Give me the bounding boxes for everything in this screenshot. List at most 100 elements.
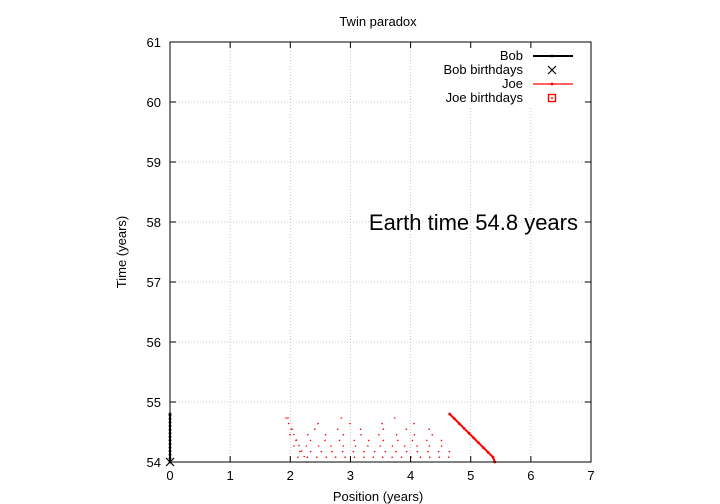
cone-dot (340, 417, 343, 419)
cone-dot (438, 456, 440, 459)
cone-dot (363, 456, 365, 459)
x-tick-label: 1 (227, 468, 234, 483)
legend-swatch-point (550, 82, 554, 86)
cone-dot (397, 439, 399, 442)
joe-line (448, 413, 496, 463)
grid-lines (170, 42, 591, 462)
cone-dot (367, 445, 369, 447)
cone-dot (416, 450, 419, 453)
cone-dot (314, 428, 316, 431)
cone-dot (381, 422, 383, 425)
legend-swatch-dot (551, 97, 553, 99)
y-tick-label: 54 (147, 455, 161, 470)
cone-dot (342, 445, 345, 447)
joe-point (462, 427, 466, 430)
cone-dot (440, 445, 443, 447)
legend-swatch-cross (547, 65, 557, 75)
cone-dot (293, 433, 295, 436)
cone-dot (395, 434, 398, 436)
cone-dot (330, 445, 332, 447)
cone-dot (382, 428, 385, 431)
cone-dot (411, 439, 414, 442)
cone-dot (334, 456, 337, 459)
cone-dot (316, 456, 318, 459)
joe-point (481, 446, 485, 449)
earth-time-annotation: Earth time 54.8 years (369, 210, 578, 235)
y-tick-label: 56 (147, 335, 161, 350)
x-tick-label: 5 (467, 468, 474, 483)
cone-dot (344, 456, 346, 459)
cone-dot (391, 456, 393, 459)
cone-dot (324, 434, 327, 436)
series-layer (165, 412, 497, 467)
y-tick-label: 55 (147, 395, 161, 410)
cone-dot (403, 445, 406, 447)
cone-dot (285, 417, 287, 419)
cone-dot (448, 450, 451, 453)
cone-dot (428, 456, 431, 459)
x-axis-label: Position (years) (333, 489, 423, 504)
cone-dot (437, 450, 440, 453)
cone-dot (297, 456, 299, 459)
cone-dot (395, 450, 397, 453)
cone-dot (367, 439, 370, 442)
joe-point (453, 417, 456, 421)
cone-dot (306, 456, 309, 459)
cone-dot (363, 450, 365, 453)
plot-frame (169, 41, 592, 463)
cone-dot (338, 439, 341, 442)
cone-dot (325, 456, 328, 459)
legend-label: Bob birthdays (444, 62, 524, 77)
cone-dot (309, 450, 312, 453)
cone-dot (349, 422, 351, 425)
y-tick-label: 59 (147, 155, 161, 170)
legend-label: Bob (500, 48, 523, 63)
cone-dot (428, 428, 430, 431)
cone-dot (305, 445, 308, 447)
cone-dot (352, 450, 355, 453)
cone-dot (419, 456, 422, 459)
cone-dot (298, 444, 300, 447)
cone-dot (440, 439, 443, 442)
cone-dot (447, 456, 450, 459)
cone-dot (378, 434, 380, 436)
cone-dot (287, 417, 289, 419)
x-tick-label: 3 (347, 468, 354, 483)
x-tick-label: 2 (287, 468, 294, 483)
y-tick-label: 57 (147, 275, 161, 290)
cone-dot (372, 456, 375, 459)
legend-swatch-point (550, 54, 554, 58)
cone-dot (427, 450, 429, 453)
cone-dot (382, 439, 385, 442)
joe-point (457, 422, 461, 425)
joe-point (486, 451, 490, 454)
cone-dot (342, 434, 345, 436)
cone-dot (287, 422, 290, 425)
cone-dot (306, 434, 309, 436)
cone-dot (413, 422, 415, 425)
cone-dot (299, 450, 301, 453)
y-axis-label: Time (years) (114, 216, 129, 288)
cone-dot (293, 445, 295, 447)
cone-dot (405, 450, 408, 453)
cone-dot (360, 434, 362, 436)
y-tick-label: 60 (147, 95, 161, 110)
x-tick-label: 0 (166, 468, 173, 483)
cone-dot (341, 450, 344, 453)
cone-dot (290, 428, 293, 430)
cone-dot (428, 445, 431, 447)
cone-dot (353, 439, 355, 442)
x-tick-label: 4 (407, 468, 414, 483)
cone-dot (416, 445, 418, 447)
cone-dot (289, 434, 291, 436)
cone-dot (426, 439, 428, 442)
cone-dot (413, 434, 416, 436)
cone-dot (391, 445, 394, 447)
joe-point (477, 441, 480, 445)
cone-dot (384, 450, 387, 453)
cone-dot (381, 456, 384, 459)
legend-swatch-square (547, 93, 557, 103)
